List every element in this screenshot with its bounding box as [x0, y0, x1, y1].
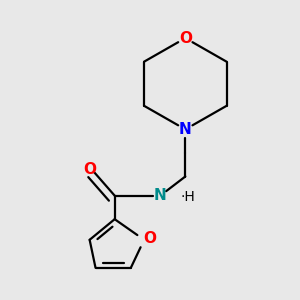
Text: O: O [179, 31, 192, 46]
Text: N: N [154, 188, 167, 203]
Text: N: N [179, 122, 192, 137]
Text: O: O [143, 231, 156, 246]
Text: O: O [83, 162, 96, 177]
Text: ·H: ·H [181, 190, 196, 204]
